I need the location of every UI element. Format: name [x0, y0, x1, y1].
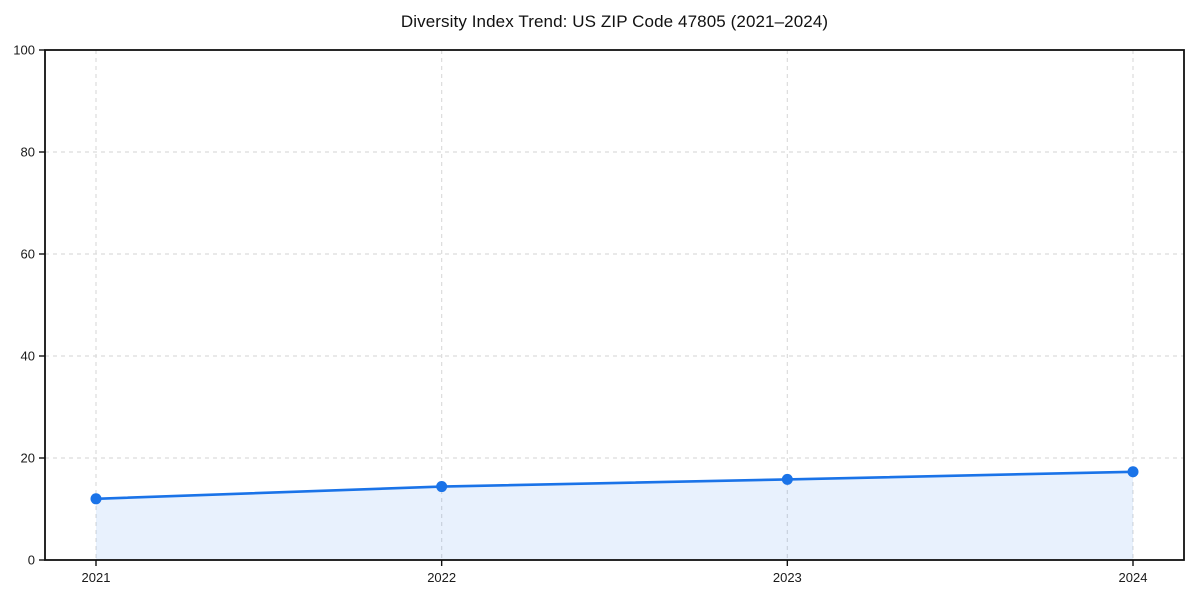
data-point — [90, 493, 102, 505]
y-tick-label: 80 — [21, 145, 35, 160]
y-tick-label: 60 — [21, 247, 35, 262]
x-tick-label: 2022 — [427, 570, 456, 585]
data-point — [1127, 466, 1139, 478]
chart-title: Diversity Index Trend: US ZIP Code 47805… — [400, 12, 829, 31]
y-tick-label: 20 — [21, 451, 35, 466]
trend-line — [94, 470, 1135, 501]
x-tick-label: 2023 — [773, 570, 802, 585]
y-tick-label: 100 — [13, 43, 35, 58]
plot-frame — [44, 49, 1185, 561]
x-tick-label: 2024 — [1119, 570, 1148, 585]
y-tick-label: 0 — [28, 553, 35, 568]
data-point — [436, 481, 448, 493]
data-point — [781, 473, 793, 485]
y-tick-label: 40 — [21, 349, 35, 364]
x-tick-label: 2021 — [82, 570, 111, 585]
area-fill — [96, 471, 1133, 560]
